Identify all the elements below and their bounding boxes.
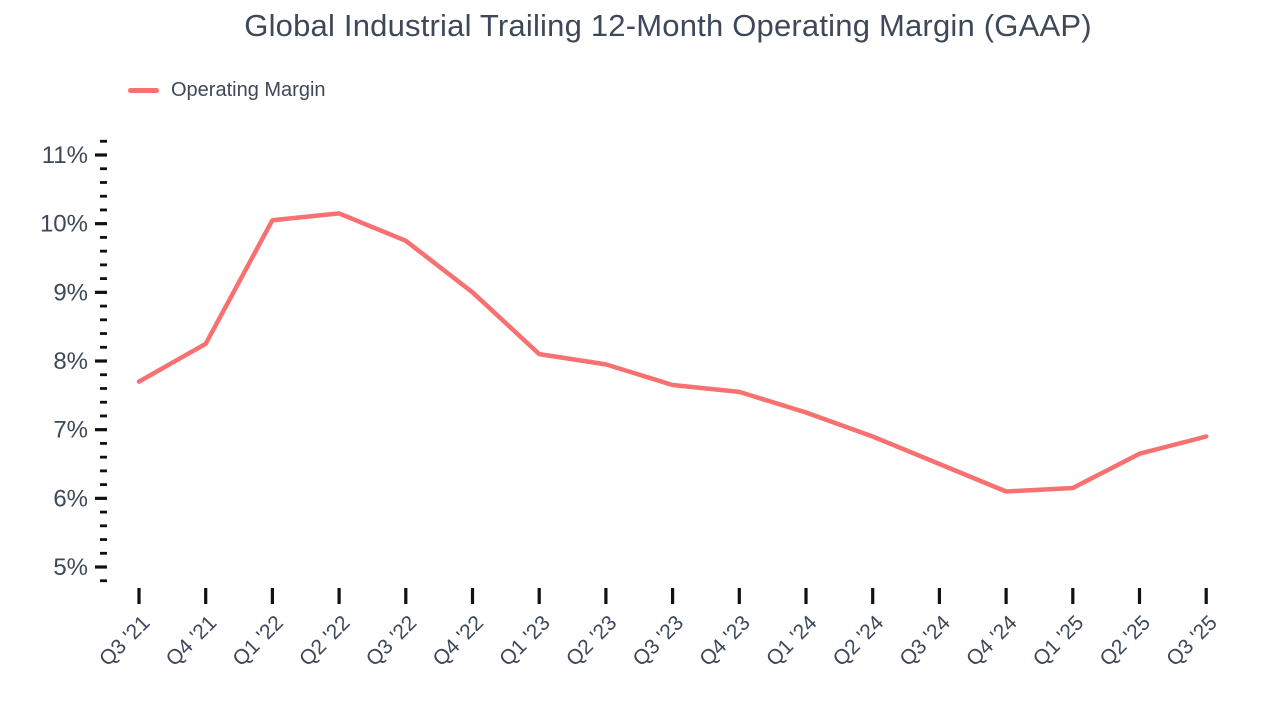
x-tick-label: Q2 '23 bbox=[562, 611, 622, 671]
x-tick-label: Q3 '24 bbox=[895, 611, 955, 671]
x-axis: Q3 '21 Q4 '21 Q1 '22 Q2 '22 Q3 '22 Q4 '22 Q1 '… bbox=[95, 588, 1222, 671]
legend-line-swatch bbox=[128, 88, 159, 93]
x-tick-label: Q2 '22 bbox=[295, 611, 355, 671]
x-tick-label: Q3 '23 bbox=[629, 611, 689, 671]
y-axis: 5% 6% 7% 8% 9% 10% 11% bbox=[40, 139, 107, 583]
x-tick-label: Q3 '21 bbox=[95, 611, 155, 671]
x-tick-label: Q1 '23 bbox=[495, 611, 555, 671]
legend-label: Operating Margin bbox=[171, 79, 326, 101]
y-tick-label: 9% bbox=[53, 279, 88, 306]
chart-title: Global Industrial Trailing 12-Month Oper… bbox=[244, 8, 1092, 43]
y-tick-label: 8% bbox=[53, 348, 88, 375]
legend[interactable]: Operating Margin bbox=[128, 79, 326, 102]
series-line bbox=[136, 211, 1209, 494]
x-tick-label: Q1 '24 bbox=[762, 611, 822, 671]
x-tick-label: Q1 '25 bbox=[1029, 611, 1089, 671]
x-tick-label: Q2 '24 bbox=[829, 611, 889, 671]
x-tick-label: Q4 '24 bbox=[962, 611, 1022, 671]
x-tick-label: Q4 '22 bbox=[428, 611, 488, 671]
y-tick-label: 7% bbox=[53, 417, 88, 444]
x-tick-label: Q2 '25 bbox=[1095, 611, 1155, 671]
x-tick-label: Q3 '22 bbox=[362, 611, 422, 671]
x-tick-label: Q4 '23 bbox=[695, 611, 755, 671]
x-tick-label: Q4 '21 bbox=[162, 611, 222, 671]
y-tick-label: 5% bbox=[53, 554, 88, 581]
y-tick-label: 10% bbox=[40, 211, 88, 238]
y-tick-label: 6% bbox=[53, 485, 88, 512]
y-tick-label: 11% bbox=[42, 142, 88, 169]
x-tick-label: Q3 '25 bbox=[1162, 611, 1222, 671]
x-tick-label: Q1 '22 bbox=[228, 611, 288, 671]
